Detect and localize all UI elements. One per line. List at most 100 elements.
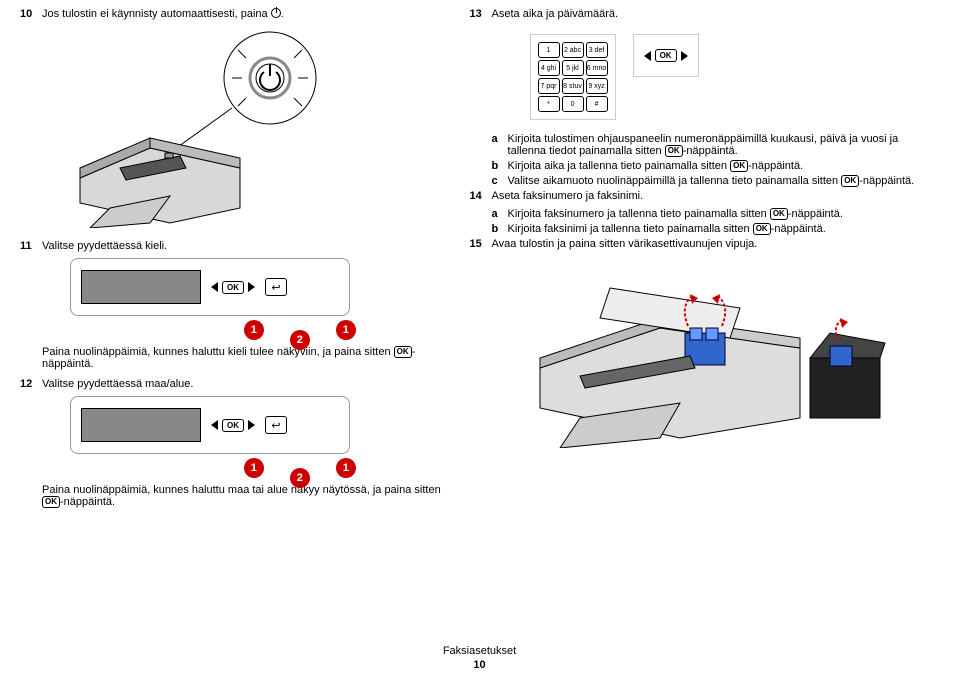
- sub-letter: c: [492, 175, 508, 187]
- marker: 2: [290, 330, 310, 350]
- ok-control: OK: [211, 419, 255, 432]
- marker: 1: [336, 320, 356, 340]
- step-number: 14: [470, 190, 492, 202]
- step14-substeps: a Kirjoita faksinumero ja tallenna tieto…: [470, 208, 939, 235]
- ok-icon: OK: [42, 496, 60, 508]
- key: 5 jkl: [562, 60, 584, 76]
- step-number: 12: [20, 378, 42, 390]
- key: 2 abc: [562, 42, 584, 58]
- step-text: Jos tulostin ei käynnisty automaattisest…: [42, 8, 460, 20]
- power-icon: [271, 8, 281, 18]
- key: 7 pqr: [538, 78, 560, 94]
- text: Paina nuolinäppäimiä, kunnes haluttu kie…: [42, 346, 394, 358]
- numeric-keypad: 12 abc3 def 4 ghi5 jkl6 mno 7 pqr8 stuv9…: [530, 34, 616, 120]
- text: Jos tulostin ei käynnisty automaattisest…: [42, 8, 271, 20]
- key: 3 def: [586, 42, 608, 58]
- control-panel-illustration: OK ↩: [70, 396, 350, 454]
- ok-control: OK: [211, 281, 255, 294]
- left-column: 10 Jos tulostin ei käynnisty automaattis…: [20, 8, 460, 508]
- sub-text: Kirjoita faksinumero ja tallenna tieto p…: [508, 208, 939, 220]
- ok-button: OK: [222, 281, 244, 294]
- ok-button: OK: [655, 49, 677, 62]
- control-panel-illustration: OK ↩: [70, 258, 350, 316]
- step-number: 10: [20, 8, 42, 20]
- key: 9 xyz: [586, 78, 608, 94]
- sub-text: Kirjoita tulostimen ohjauspaneelin numer…: [508, 133, 939, 157]
- step-text: Valitse pyydettäessä kieli.: [42, 240, 460, 252]
- step-12: 12 Valitse pyydettäessä maa/alue.: [20, 378, 460, 390]
- left-arrow-icon: [211, 420, 218, 430]
- marker: 1: [244, 458, 264, 478]
- substep-a: a Kirjoita faksinumero ja tallenna tieto…: [492, 208, 939, 220]
- right-arrow-icon: [681, 51, 688, 61]
- step-text: Avaa tulostin ja paina sitten värikasett…: [492, 238, 939, 250]
- ok-panel: OK: [633, 34, 699, 77]
- text: Valitse aikamuoto nuolinäppäimillä ja ta…: [508, 175, 842, 187]
- marker: 2: [290, 468, 310, 488]
- step-15: 15 Avaa tulostin ja paina sitten värikas…: [470, 238, 939, 250]
- step-10: 10 Jos tulostin ei käynnisty automaattis…: [20, 8, 460, 20]
- substep-a: a Kirjoita tulostimen ohjauspaneelin num…: [492, 133, 939, 157]
- ok-button: OK: [222, 419, 244, 432]
- step-text: Valitse pyydettäessä maa/alue.: [42, 378, 460, 390]
- substep-b: b Kirjoita aika ja tallenna tieto painam…: [492, 160, 939, 172]
- step-number: 15: [470, 238, 492, 250]
- right-arrow-icon: [248, 282, 255, 292]
- text: -näppäintä.: [60, 496, 115, 508]
- ok-icon: OK: [665, 145, 683, 157]
- step-number: 11: [20, 240, 42, 252]
- lcd-screen: [81, 408, 201, 442]
- sub-letter: a: [492, 208, 508, 220]
- text: Paina nuolinäppäimiä, kunnes haluttu maa…: [42, 484, 441, 496]
- ok-icon: OK: [770, 208, 788, 220]
- substep-b: b Kirjoita faksinimi ja tallenna tieto p…: [492, 223, 939, 235]
- printer-open-illustration: [530, 258, 939, 448]
- back-button-icon: ↩: [265, 278, 287, 296]
- key: 1: [538, 42, 560, 58]
- text: -näppäintä.: [788, 208, 843, 220]
- ok-icon: OK: [394, 346, 412, 358]
- footer-title: Faksiasetukset: [0, 645, 959, 657]
- text: -näppäintä.: [771, 223, 826, 235]
- text: Kirjoita faksinimi ja tallenna tieto pai…: [508, 223, 753, 235]
- step-14: 14 Aseta faksinumero ja faksinimi.: [470, 190, 939, 202]
- step-number: 13: [470, 8, 492, 20]
- sub-letter: b: [492, 160, 508, 172]
- footer-page-number: 10: [0, 659, 959, 671]
- marker: 1: [336, 458, 356, 478]
- ok-icon: OK: [730, 160, 748, 172]
- step-11: 11 Valitse pyydettäessä kieli.: [20, 240, 460, 252]
- back-button-icon: ↩: [265, 416, 287, 434]
- lcd-screen: [81, 270, 201, 304]
- ok-icon: OK: [753, 223, 771, 235]
- step-text: Aseta aika ja päivämäärä.: [492, 8, 939, 20]
- left-arrow-icon: [211, 282, 218, 292]
- sub-text: Valitse aikamuoto nuolinäppäimillä ja ta…: [508, 175, 939, 187]
- keypad-ok-row: 12 abc3 def 4 ghi5 jkl6 mno 7 pqr8 stuv9…: [470, 26, 939, 130]
- text: Kirjoita aika ja tallenna tieto painamal…: [508, 160, 731, 172]
- panel-note: Paina nuolinäppäimiä, kunnes haluttu kie…: [42, 346, 460, 370]
- sub-text: Kirjoita faksinimi ja tallenna tieto pai…: [508, 223, 939, 235]
- key: 0: [562, 96, 584, 112]
- sub-letter: a: [492, 133, 508, 157]
- text: -näppäintä.: [683, 145, 738, 157]
- marker: 1: [244, 320, 264, 340]
- ok-icon: OK: [841, 175, 859, 187]
- page-footer: Faksiasetukset 10: [0, 645, 959, 671]
- text: -näppäintä.: [859, 175, 914, 187]
- printer-power-illustration: [60, 28, 460, 228]
- key: 6 mno: [586, 60, 608, 76]
- substep-c: c Valitse aikamuoto nuolinäppäimillä ja …: [492, 175, 939, 187]
- text: -näppäintä.: [748, 160, 803, 172]
- right-column: 13 Aseta aika ja päivämäärä. 12 abc3 def…: [460, 8, 939, 508]
- step-13: 13 Aseta aika ja päivämäärä.: [470, 8, 939, 20]
- key: 8 stuv: [562, 78, 584, 94]
- sub-letter: b: [492, 223, 508, 235]
- step-markers: 1 2 1: [140, 320, 460, 340]
- key: *: [538, 96, 560, 112]
- text: .: [281, 8, 284, 20]
- step13-substeps: a Kirjoita tulostimen ohjauspaneelin num…: [470, 133, 939, 187]
- panel-note: Paina nuolinäppäimiä, kunnes haluttu maa…: [42, 484, 460, 508]
- text: Kirjoita faksinumero ja tallenna tieto p…: [508, 208, 770, 220]
- right-arrow-icon: [248, 420, 255, 430]
